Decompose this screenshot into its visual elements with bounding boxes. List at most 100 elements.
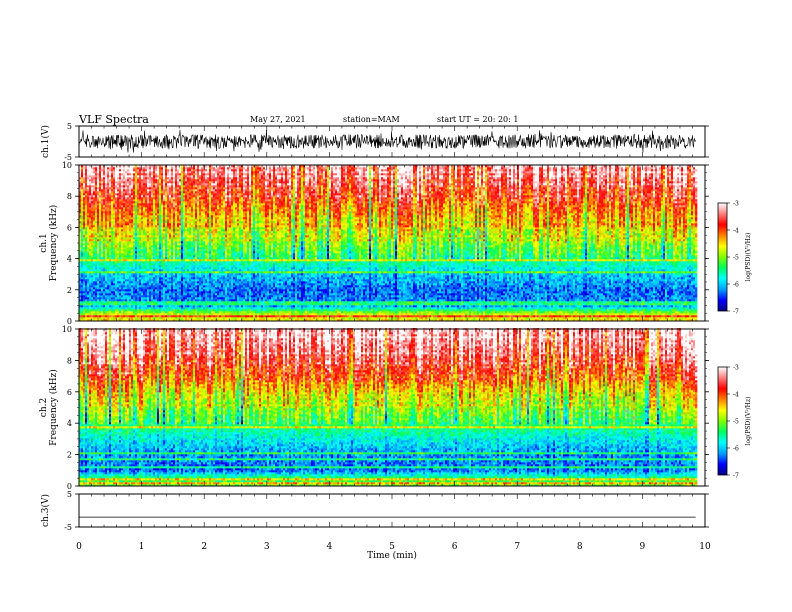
ch1-spectrogram-cell (111, 205, 114, 208)
ch1-spectrogram-cell (153, 279, 156, 282)
ch1-spectrogram-cell (189, 219, 192, 222)
ch1-spectrogram-cell (155, 263, 158, 266)
ch1-spectrogram-cell (195, 221, 198, 224)
ch1-spectrogram-cell (109, 187, 112, 190)
ch1-spectrogram-cell (101, 269, 104, 272)
ch1-spectrogram-cell (153, 189, 156, 192)
ch1-spectrogram-cell (179, 205, 182, 208)
ch1-spectrogram-cell (81, 299, 84, 302)
ch1-spectrogram-cell (91, 175, 94, 178)
ch1-spectrogram-cell (105, 295, 108, 298)
ch1-spectrogram-cell (91, 179, 94, 182)
ch1-spectrogram-cell (115, 199, 118, 202)
ch1-spectrogram-cell (121, 285, 124, 288)
ch1-spectrogram-cell (103, 183, 106, 186)
ch1-spectrogram-cell (143, 197, 146, 200)
ch1-spectrogram-cell (79, 249, 82, 252)
ch1-spectrogram-cell (97, 257, 100, 260)
ch1-spectrogram-cell (153, 181, 156, 184)
ch1-spectrogram-cell (129, 251, 132, 254)
ch1-spectrogram-cell (201, 227, 204, 230)
ch1-spectrogram-cell (155, 283, 158, 286)
ch1-spectrogram-cell (125, 307, 128, 310)
ch1-spectrogram-cell (181, 269, 184, 272)
ch1-spectrogram-cell (117, 315, 120, 318)
ch1-spectrogram-cell (87, 273, 90, 276)
ch1-spectrogram-cell (117, 277, 120, 280)
ch1-spectrogram-cell (201, 293, 204, 296)
ch1-spectrogram-cell (169, 271, 172, 274)
ch1-spectrogram-cell (81, 247, 84, 250)
ch1-spectrogram-cell (131, 213, 134, 216)
ch1-spectrogram-cell (193, 237, 196, 240)
ch1-spectrogram-cell (199, 251, 202, 254)
ch1-spectrogram-cell (197, 191, 200, 194)
ch1-spectrogram-cell (83, 219, 86, 222)
ch1-spectrogram-cell (141, 217, 144, 220)
ch1-spectrogram-cell (125, 173, 128, 176)
ch1-spectrogram-cell (157, 303, 160, 306)
ch1-spectrogram-cell (121, 235, 124, 238)
ch1-spectrogram-cell (171, 223, 174, 226)
ch1-spectrogram-cell (177, 263, 180, 266)
ch1-spectrogram-cell (109, 173, 112, 176)
ch1-spectrogram-cell (129, 177, 132, 180)
ch1-spectrogram-cell (177, 209, 180, 212)
ch1-spectrogram-cell (191, 235, 194, 238)
ch1-spectrogram-cell (171, 217, 174, 220)
ch1-spectrogram-cell (111, 243, 114, 246)
ch1-spectrogram-cell (183, 187, 186, 190)
ch1-spectrogram-cell (171, 289, 174, 292)
ch1-spectrogram-cell (153, 213, 156, 216)
ch1-spectrogram-cell (97, 223, 100, 226)
ch1-spectrogram-cell (143, 277, 146, 280)
ch1-spectrogram-cell (89, 289, 92, 292)
ch1-spectrogram-cell (179, 319, 182, 322)
ch1-spectrogram-cell (93, 219, 96, 222)
ch1-spectrogram-cell (85, 275, 88, 278)
ch1-spectrogram-cell (203, 247, 206, 250)
ch1-spectrogram-cell (151, 173, 154, 176)
ch1-spectrogram-cell (119, 219, 122, 222)
ch1-spectrogram-cell (113, 193, 116, 196)
ch1-spectrogram-cell (187, 305, 190, 308)
ch1-spectrogram-cell (191, 297, 194, 300)
ch1-spectrogram-cell (165, 281, 168, 284)
ch1-spectrogram-cell (145, 273, 148, 276)
ch1-spectrogram-cell (111, 301, 114, 304)
ch1-spectrogram-cell (157, 243, 160, 246)
ch1-spectrogram-cell (169, 285, 172, 288)
ch1-spectrogram-cell (145, 165, 148, 168)
ch1-spectrogram-cell (99, 191, 102, 194)
ch1-spectrogram-cell (133, 319, 136, 322)
ch1-spectrogram-cell (197, 205, 200, 208)
ch1-spectrogram-cell (115, 247, 118, 250)
ch1-spectrogram-cell (141, 205, 144, 208)
ch1-spectrogram-cell (153, 173, 156, 176)
ch1-spectrogram-cell (161, 217, 164, 220)
ch1-spectrogram-cell (129, 209, 132, 212)
ch1-spectrogram-cell (159, 187, 162, 190)
ch1-spectrogram-cell (145, 171, 148, 174)
ch1-spectrogram-cell (147, 317, 150, 320)
ch1-spectrogram-cell (101, 313, 104, 316)
ch1-spectrogram-cell (85, 265, 88, 268)
ch1-spectrogram-cell (103, 271, 106, 274)
ch1-spectrogram-cell (119, 233, 122, 236)
ch1-spectrogram-cell (79, 183, 82, 186)
ch1-spectrogram-cell (117, 301, 120, 304)
ch1-spectrogram-cell (197, 247, 200, 250)
ch1-spectrogram-cell (79, 211, 82, 214)
ch1-spectrogram-cell (159, 179, 162, 182)
ch1-spectrogram-cell (99, 291, 102, 294)
ch1-spectrogram-cell (159, 183, 162, 186)
ch1-spectrogram-cell (173, 237, 176, 240)
ch1-spectrogram-cell (179, 297, 182, 300)
ch1-spectrogram-cell (113, 273, 116, 276)
ch1-spectrogram-cell (97, 209, 100, 212)
ch1-spectrogram-cell (201, 171, 204, 174)
ch1-spectrogram-cell (101, 315, 104, 318)
ch1-spectrogram-cell (125, 283, 128, 286)
ch1-spectrogram-cell (117, 215, 120, 218)
ch1-spectrogram-cell (155, 305, 158, 308)
